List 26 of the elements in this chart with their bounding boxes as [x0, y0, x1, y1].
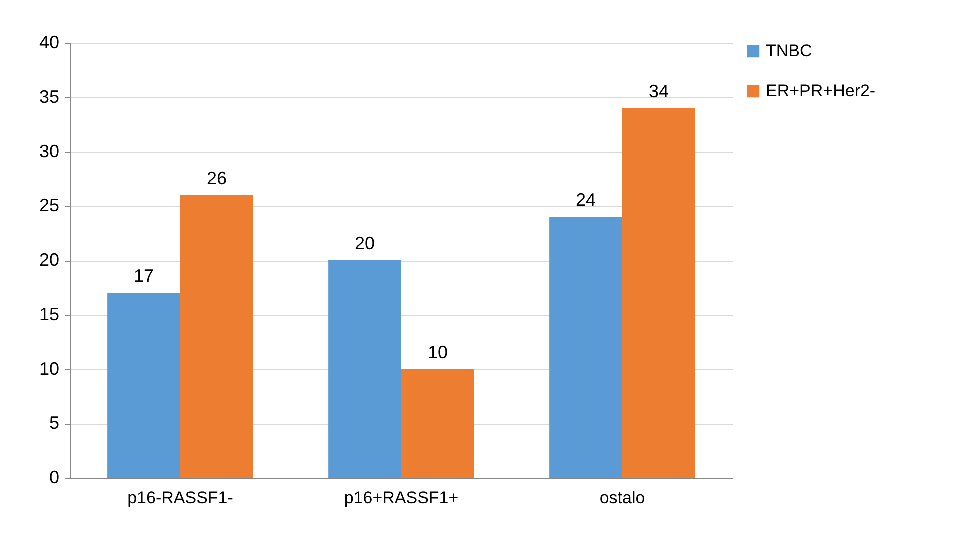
y-tick-label: 35 — [39, 86, 60, 107]
y-tick-label: 10 — [39, 358, 60, 379]
bar — [622, 108, 696, 478]
data-label: 17 — [134, 266, 154, 286]
bar — [328, 260, 402, 478]
data-label: 20 — [355, 234, 376, 254]
data-label: 24 — [576, 190, 596, 210]
bar — [108, 293, 180, 478]
y-tick-label: 30 — [39, 141, 60, 162]
data-label: 10 — [428, 342, 448, 362]
bar — [180, 195, 254, 478]
bar — [402, 369, 474, 478]
x-tick-label: p16+RASSF1+ — [344, 488, 459, 508]
x-tick-label: p16-RASSF1- — [128, 488, 234, 508]
y-tick-label: 40 — [39, 32, 60, 52]
data-label: 26 — [206, 168, 227, 188]
x-tick-label: ostalo — [600, 488, 646, 508]
y-tick-label: 0 — [49, 468, 60, 488]
bar — [550, 217, 622, 478]
y-tick-label: 25 — [39, 196, 60, 216]
y-tick-label: 20 — [39, 250, 60, 270]
legend-label: ER+PR+Her2- — [766, 82, 876, 100]
y-tick-label: 5 — [49, 413, 60, 434]
data-label: 34 — [648, 81, 669, 102]
y-tick-label: 15 — [39, 304, 60, 324]
legend-label: TNBC — [766, 42, 812, 60]
